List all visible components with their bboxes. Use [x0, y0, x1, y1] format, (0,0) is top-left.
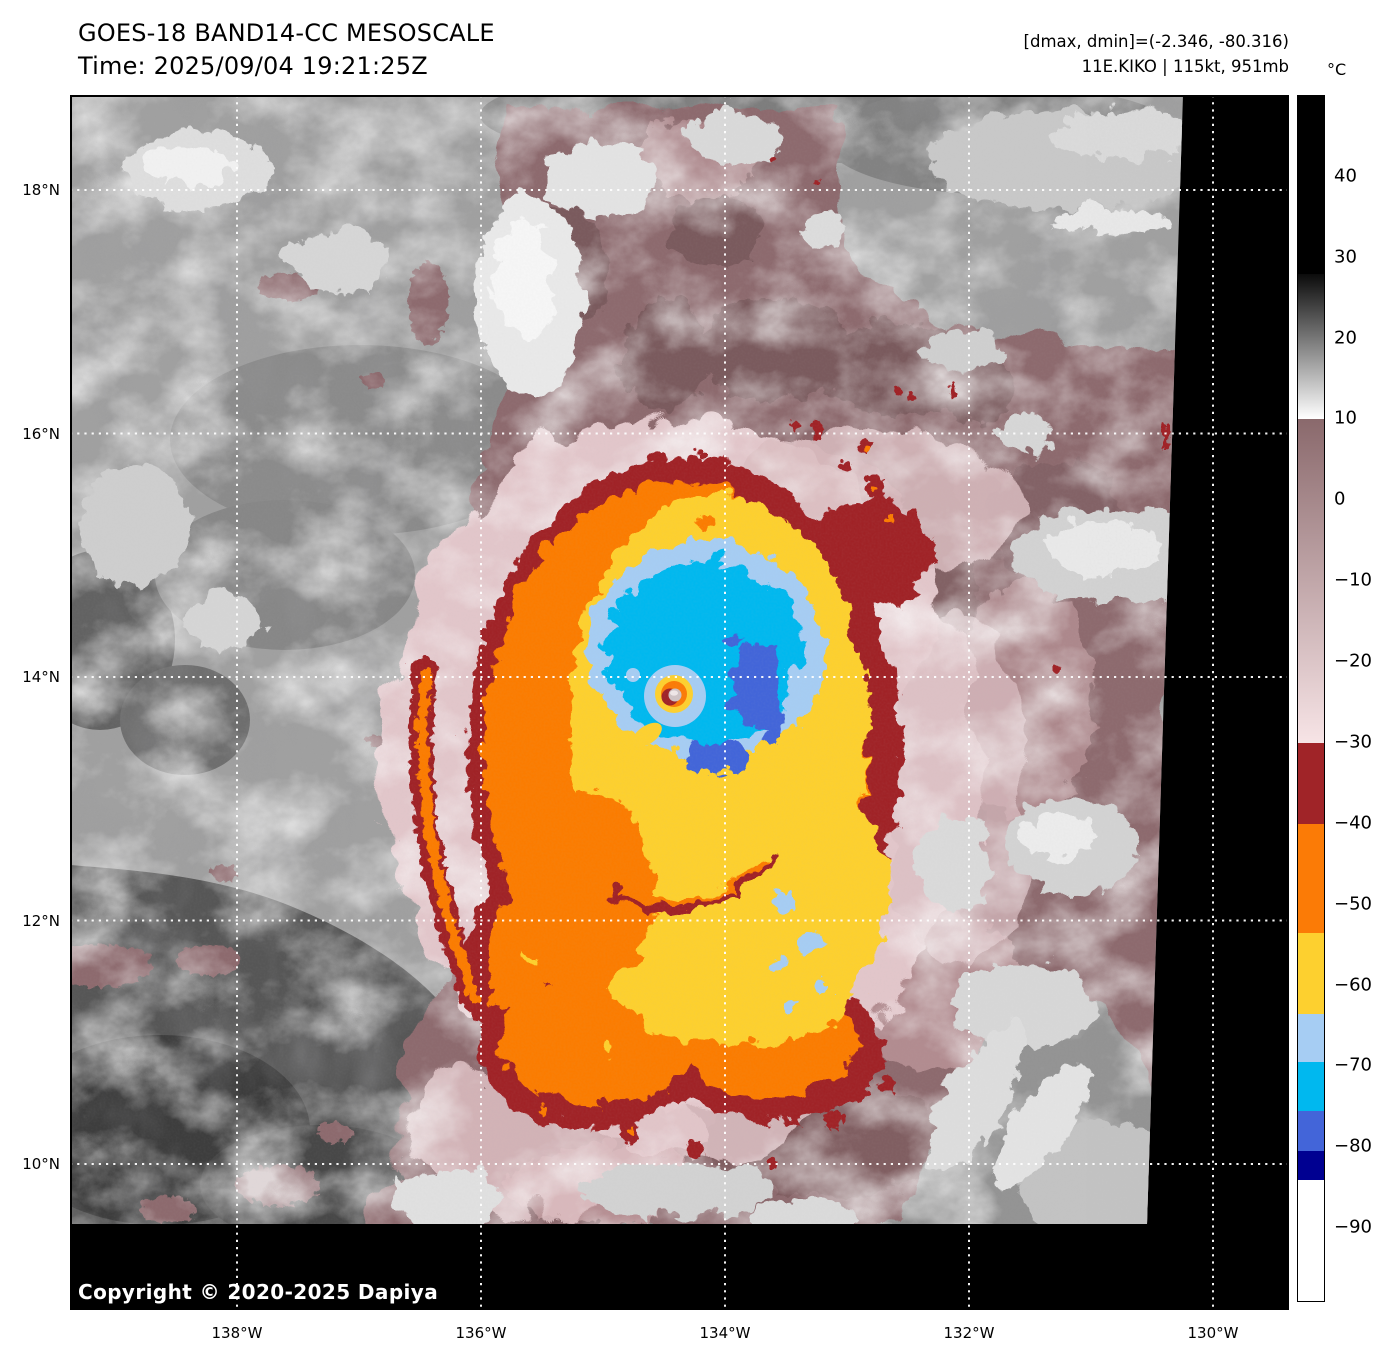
colorbar-tick-label: 20 — [1334, 327, 1357, 349]
colorbar-segment — [1298, 1179, 1324, 1301]
copyright-label: Copyright © 2020-2025 Dapiya — [78, 1280, 439, 1304]
colorbar-segment — [1298, 96, 1324, 274]
y-tick-label: 10°N — [22, 1155, 60, 1173]
satellite-image-plot — [70, 95, 1289, 1310]
colorbar-segment — [1298, 273, 1324, 420]
page-title: GOES-18 BAND14-CC MESOSCALE — [78, 19, 495, 47]
colorbar-tick-label: −20 — [1334, 650, 1372, 672]
colorbar-segment — [1298, 419, 1324, 743]
colorbar-tick-label: −50 — [1334, 893, 1372, 915]
colorbar — [1297, 95, 1325, 1302]
colorbar-segment — [1298, 823, 1324, 934]
colorbar-segment — [1298, 1110, 1324, 1152]
colorbar-segment — [1298, 1062, 1324, 1111]
x-tick-label: 136°W — [455, 1324, 507, 1342]
storm-info-label: 11E.KIKO | 115kt, 951mb — [1081, 57, 1289, 76]
colorbar-tick-label: −60 — [1334, 974, 1372, 996]
x-tick-label: 138°W — [211, 1324, 263, 1342]
colorbar-tick-label: 0 — [1334, 488, 1346, 510]
graticule — [70, 95, 1289, 1310]
y-tick-label: 18°N — [22, 181, 60, 199]
x-tick-label: 132°W — [943, 1324, 995, 1342]
satellite-data-region — [70, 95, 1183, 1224]
y-tick-label: 14°N — [22, 668, 60, 686]
colorbar-tick-label: −40 — [1334, 812, 1372, 834]
colorbar-tick-label: −90 — [1334, 1216, 1372, 1238]
colorbar-segment — [1298, 933, 1324, 1014]
colorbar-tick-label: −10 — [1334, 569, 1372, 591]
y-tick-label: 16°N — [22, 424, 60, 443]
colorbar-segment — [1298, 1151, 1324, 1180]
x-tick-label: 134°W — [699, 1324, 751, 1342]
y-tick-label: 12°N — [22, 911, 60, 930]
colorbar-segment — [1298, 1013, 1324, 1063]
dmax-dmin-label: [dmax, dmin]=(-2.346, -80.316) — [1023, 32, 1289, 51]
colorbar-tick-label: −80 — [1334, 1135, 1372, 1157]
colorbar-tick-label: 30 — [1334, 246, 1357, 268]
colorbar-tick-label: −30 — [1334, 731, 1372, 753]
colorbar-tick-label: −70 — [1334, 1054, 1372, 1076]
timestamp-label: Time: 2025/09/04 19:21:25Z — [78, 52, 428, 80]
plot-border — [70, 95, 1289, 1310]
colorbar-unit-label: °C — [1327, 60, 1347, 79]
colorbar-tick-label: 40 — [1334, 165, 1357, 187]
colorbar-segment — [1298, 742, 1324, 824]
x-tick-label: 130°W — [1187, 1324, 1239, 1342]
colorbar-tick-label: 10 — [1334, 407, 1357, 429]
